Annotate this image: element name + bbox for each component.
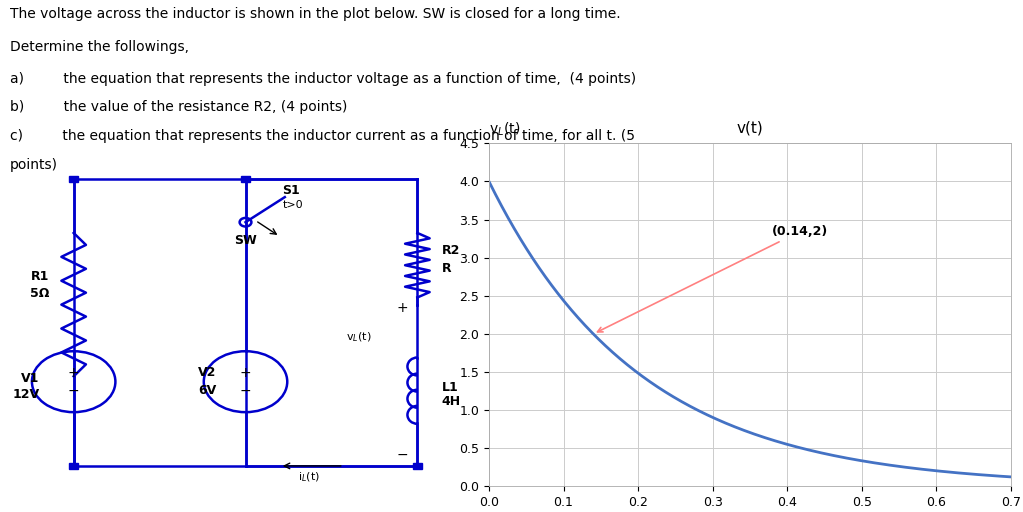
- Text: 4H: 4H: [442, 395, 461, 408]
- Text: a)         the equation that represents the inductor voltage as a function of ti: a) the equation that represents the indu…: [10, 72, 636, 86]
- Bar: [70, 463, 78, 469]
- Text: c)         the equation that represents the inductor current as a function of ti: c) the equation that represents the indu…: [10, 129, 635, 143]
- Text: 5Ω: 5Ω: [30, 287, 49, 301]
- Text: b)         the value of the resistance R2, (4 points): b) the value of the resistance R2, (4 po…: [10, 100, 348, 114]
- Text: −: −: [397, 448, 408, 462]
- Text: +: +: [239, 366, 252, 380]
- Text: R: R: [442, 262, 451, 275]
- Text: v$_L$(t): v$_L$(t): [346, 331, 371, 344]
- Text: v$_L$(t): v$_L$(t): [489, 121, 521, 138]
- Text: points): points): [10, 158, 58, 172]
- Text: R1: R1: [31, 269, 49, 283]
- Text: +: +: [68, 366, 80, 380]
- Text: SW: SW: [234, 233, 257, 247]
- Text: 6V: 6V: [197, 384, 216, 397]
- Title: v(t): v(t): [737, 120, 763, 135]
- Text: Determine the followings,: Determine the followings,: [10, 40, 189, 54]
- Text: The voltage across the inductor is shown in the plot below. SW is closed for a l: The voltage across the inductor is shown…: [10, 7, 621, 21]
- Text: L1: L1: [442, 380, 458, 394]
- Text: −: −: [68, 383, 80, 398]
- Text: 12V: 12V: [12, 388, 39, 401]
- Text: −: −: [239, 383, 252, 398]
- Bar: [241, 176, 250, 182]
- Text: +: +: [397, 301, 408, 315]
- Text: V1: V1: [20, 372, 39, 385]
- Bar: [70, 176, 78, 182]
- Text: i$_L$(t): i$_L$(t): [299, 471, 320, 484]
- Text: (0.14,2): (0.14,2): [597, 225, 829, 332]
- Text: S1: S1: [282, 183, 300, 197]
- Bar: [413, 463, 421, 469]
- Text: R2: R2: [442, 244, 460, 258]
- Text: V2: V2: [197, 366, 216, 379]
- Text: t>0: t>0: [282, 200, 303, 210]
